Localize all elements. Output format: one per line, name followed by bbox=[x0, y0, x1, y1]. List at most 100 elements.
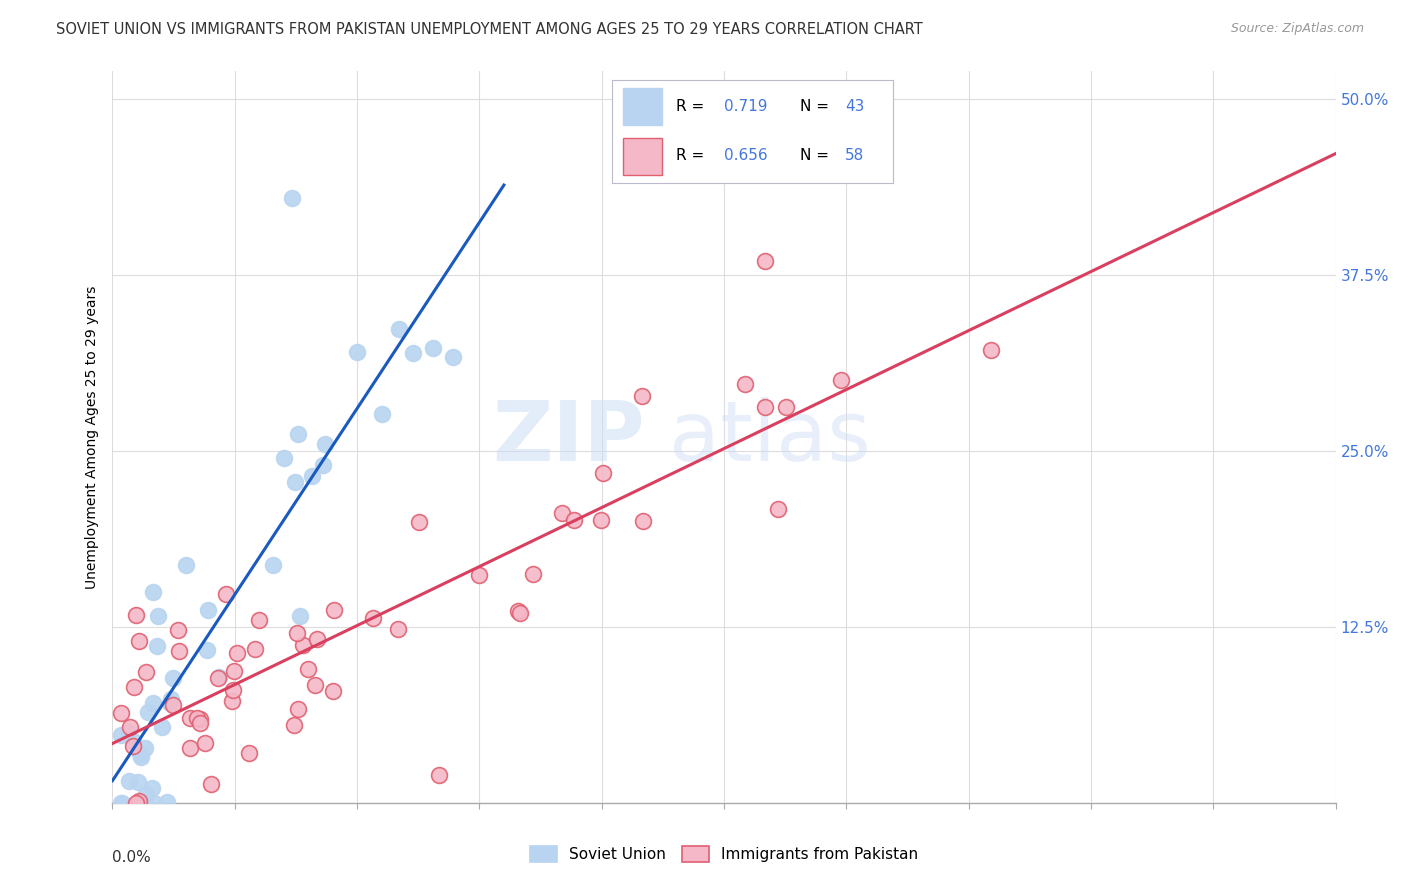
Point bbox=[179, 740, 201, 755]
Point bbox=[312, 458, 335, 472]
Point bbox=[387, 622, 409, 636]
Point bbox=[148, 608, 170, 623]
Text: ZIP: ZIP bbox=[492, 397, 644, 477]
Point bbox=[314, 437, 336, 451]
Point bbox=[522, 567, 544, 582]
Point bbox=[980, 343, 1002, 357]
Point bbox=[125, 796, 148, 810]
Point bbox=[288, 609, 311, 624]
Point bbox=[159, 696, 181, 710]
Point bbox=[402, 346, 425, 360]
Point bbox=[143, 796, 166, 810]
Text: 0.0%: 0.0% bbox=[112, 850, 152, 865]
Point bbox=[297, 663, 319, 677]
Point bbox=[388, 321, 411, 335]
Text: N =: N = bbox=[800, 148, 834, 163]
Point bbox=[176, 558, 198, 572]
Point bbox=[284, 475, 307, 489]
Point bbox=[283, 717, 305, 731]
Point bbox=[238, 747, 260, 761]
Text: 0.719: 0.719 bbox=[724, 99, 768, 114]
Point bbox=[166, 623, 188, 637]
Point bbox=[162, 698, 184, 712]
Point bbox=[346, 345, 368, 359]
Point bbox=[222, 683, 245, 698]
Point bbox=[281, 191, 304, 205]
Point bbox=[509, 606, 531, 620]
Text: Source: ZipAtlas.com: Source: ZipAtlas.com bbox=[1230, 22, 1364, 36]
Point bbox=[301, 469, 323, 483]
Point bbox=[142, 585, 165, 599]
Point bbox=[766, 501, 789, 516]
Point bbox=[155, 795, 177, 809]
Point bbox=[169, 644, 191, 658]
Point bbox=[188, 716, 211, 731]
Point bbox=[754, 254, 776, 268]
Point bbox=[141, 780, 163, 795]
Point bbox=[304, 678, 326, 692]
Point bbox=[551, 506, 574, 520]
Point bbox=[150, 720, 173, 734]
Point bbox=[129, 750, 152, 764]
Point bbox=[160, 691, 183, 706]
Point bbox=[427, 767, 450, 781]
Point bbox=[195, 642, 218, 657]
Point bbox=[162, 671, 184, 685]
Text: atlas: atlas bbox=[669, 397, 870, 477]
Point bbox=[322, 684, 344, 698]
Point bbox=[247, 613, 270, 627]
Point bbox=[194, 736, 217, 750]
Point bbox=[197, 603, 219, 617]
Point bbox=[292, 638, 315, 652]
Point bbox=[135, 665, 157, 679]
Point bbox=[287, 426, 309, 441]
Text: R =: R = bbox=[676, 148, 710, 163]
Point bbox=[243, 642, 266, 657]
Point bbox=[422, 341, 444, 355]
Text: SOVIET UNION VS IMMIGRANTS FROM PAKISTAN UNEMPLOYMENT AMONG AGES 25 TO 29 YEARS : SOVIET UNION VS IMMIGRANTS FROM PAKISTAN… bbox=[56, 22, 922, 37]
Text: R =: R = bbox=[676, 99, 710, 114]
Point bbox=[134, 796, 156, 810]
Point bbox=[110, 796, 132, 810]
Point bbox=[323, 603, 346, 617]
Point bbox=[110, 728, 132, 742]
Point bbox=[117, 725, 139, 739]
Point bbox=[136, 705, 159, 719]
Point bbox=[287, 701, 309, 715]
Point bbox=[591, 513, 613, 527]
Point bbox=[208, 670, 231, 684]
Point bbox=[226, 646, 249, 660]
Point bbox=[262, 558, 284, 573]
Point bbox=[285, 625, 308, 640]
Point bbox=[408, 516, 430, 530]
Point bbox=[128, 794, 150, 808]
Point bbox=[370, 407, 392, 421]
Point bbox=[186, 711, 208, 725]
Point bbox=[830, 373, 852, 387]
Point bbox=[121, 739, 143, 753]
Point bbox=[631, 388, 654, 402]
Point bbox=[307, 632, 329, 647]
Point bbox=[125, 607, 148, 622]
Point bbox=[142, 696, 165, 710]
Point bbox=[134, 740, 156, 755]
Point bbox=[361, 611, 384, 625]
Point bbox=[122, 680, 145, 694]
Text: 43: 43 bbox=[845, 99, 865, 114]
Legend: Soviet Union, Immigrants from Pakistan: Soviet Union, Immigrants from Pakistan bbox=[523, 839, 925, 868]
Point bbox=[146, 639, 169, 653]
Point bbox=[110, 706, 132, 721]
Point bbox=[200, 777, 222, 791]
Point bbox=[468, 567, 491, 582]
Point bbox=[775, 400, 797, 414]
Point bbox=[118, 720, 141, 734]
Text: 58: 58 bbox=[845, 148, 865, 163]
Point bbox=[128, 633, 150, 648]
Point bbox=[179, 711, 201, 725]
Point bbox=[110, 796, 132, 810]
Point bbox=[592, 467, 614, 481]
Point bbox=[734, 376, 756, 391]
Point bbox=[127, 774, 149, 789]
Point bbox=[754, 400, 776, 414]
Point bbox=[129, 747, 152, 761]
